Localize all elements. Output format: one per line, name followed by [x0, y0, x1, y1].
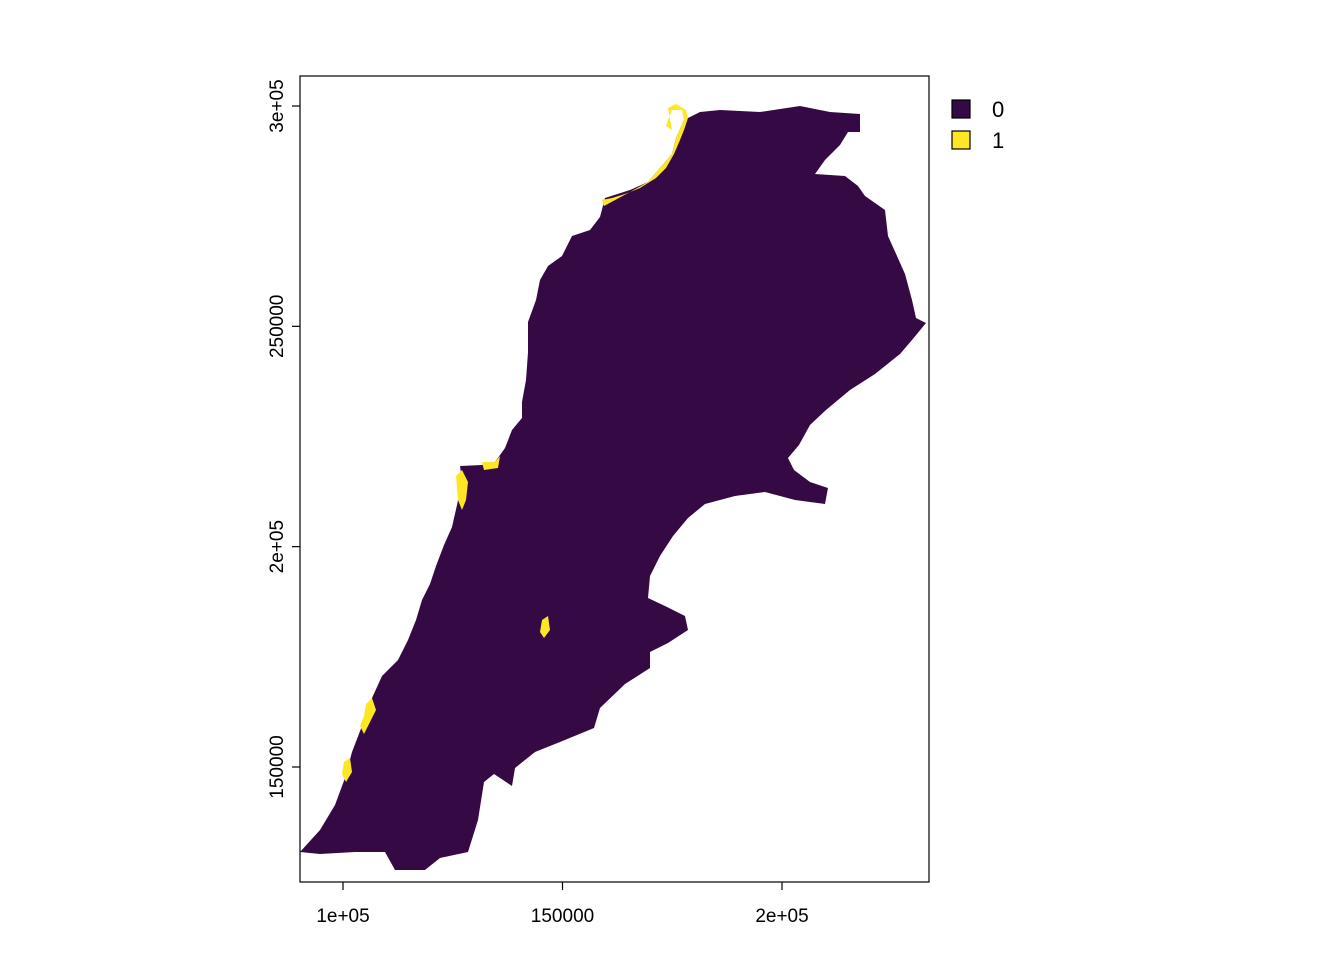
- y-tick-label: 3e+05: [267, 79, 288, 132]
- x-tick-label: 2e+05: [755, 906, 808, 927]
- legend-swatch: [951, 130, 971, 150]
- y-tick-label: 150000: [267, 735, 288, 798]
- x-tick-label: 150000: [531, 906, 594, 927]
- legend: 01: [951, 97, 1004, 153]
- region-value-1-inland: [540, 616, 550, 638]
- region-value-1-coast-shelf: [482, 456, 500, 470]
- raster-layer: [300, 104, 926, 870]
- y-tick-label: 250000: [267, 295, 288, 358]
- region-value-1-coast-south2: [342, 758, 352, 782]
- y-tick-label: 2e+05: [267, 520, 288, 573]
- region-value-1-coast-south: [360, 698, 376, 734]
- region-value-0: [300, 106, 926, 870]
- region-value-1-coast-mid: [456, 470, 468, 510]
- legend-swatch: [951, 99, 971, 119]
- legend-label: 0: [992, 97, 1004, 122]
- legend-label: 1: [992, 128, 1004, 153]
- x-tick-label: 1e+05: [316, 906, 369, 927]
- plot-frame: [299, 75, 930, 883]
- axes: 1e+05 150000 2e+05 150000 2e+05 250000 3e+05: [267, 79, 809, 927]
